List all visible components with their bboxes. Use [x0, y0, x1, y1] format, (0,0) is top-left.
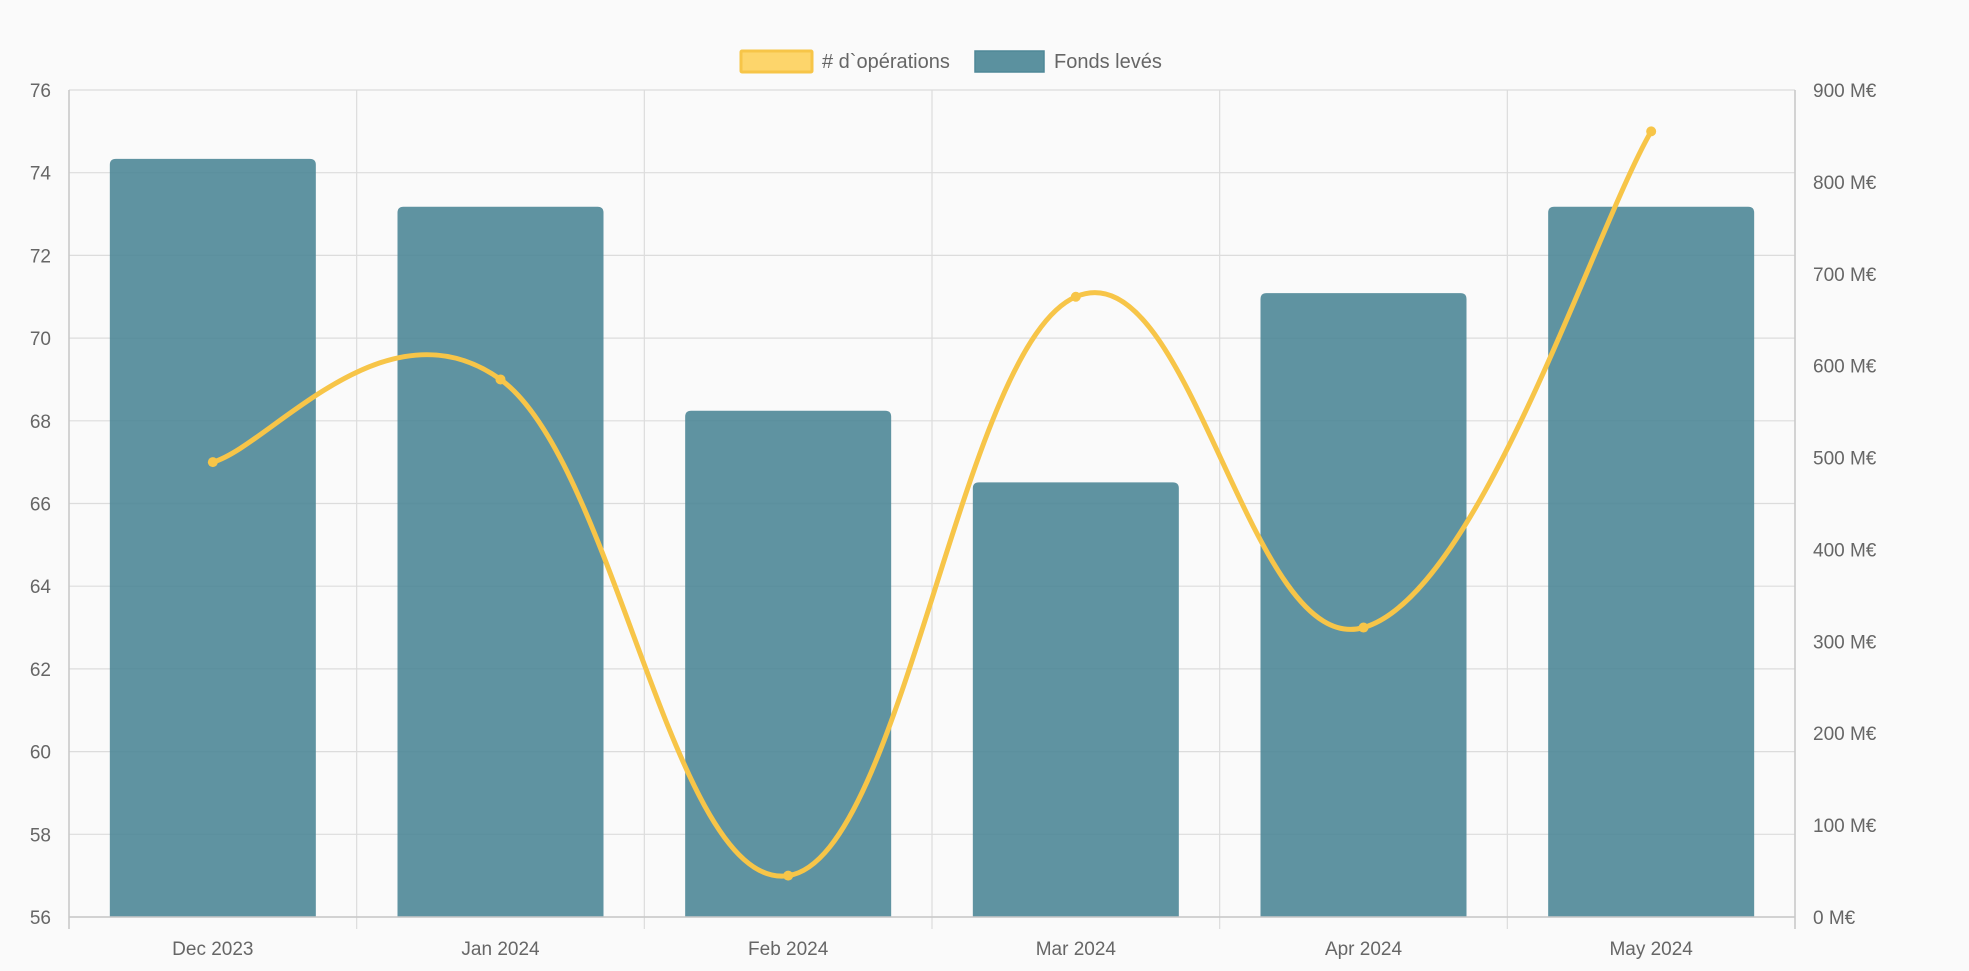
legend: # d`opérations Fonds levés	[739, 49, 1162, 74]
y-left-tick-label: 72	[30, 246, 51, 267]
y-right-tick-label: 0 M€	[1813, 908, 1856, 929]
point-operations[interactable]	[495, 374, 506, 385]
y-left-tick-label: 58	[30, 825, 51, 846]
bar-fonds-leves[interactable]	[109, 158, 316, 917]
y-left-tick-label: 66	[30, 495, 51, 516]
bar-fonds-leves[interactable]	[972, 482, 1179, 917]
y-right-tick-label: 400 M€	[1813, 540, 1877, 561]
x-tick-label: Mar 2024	[1036, 939, 1117, 960]
y-left-tick-label: 60	[30, 743, 51, 764]
y-left-tick-label: 74	[30, 164, 52, 185]
y-left-tick-label: 68	[30, 412, 51, 433]
point-operations[interactable]	[207, 457, 218, 468]
bar-fonds-leves[interactable]	[397, 206, 604, 918]
point-operations[interactable]	[1070, 291, 1081, 302]
bar-series	[109, 158, 1755, 918]
y-right-tick-label: 300 M€	[1813, 632, 1877, 653]
y-left-tick-label: 76	[30, 81, 51, 102]
y-right-tick-label: 100 M€	[1813, 816, 1877, 837]
axes: 56 58 60 62 64 66 68 70 72 74 76 0 M€ 100 M€ 200 M€ 30…	[30, 81, 1877, 960]
y-right-tick-label: 600 M€	[1813, 357, 1877, 378]
legend-label-operations[interactable]: # d`opérations	[822, 51, 950, 73]
bar-fonds-leves[interactable]	[685, 410, 892, 917]
x-tick-label: Dec 2023	[172, 939, 253, 960]
x-tick-label: Apr 2024	[1325, 939, 1403, 960]
x-tick-label: Feb 2024	[748, 939, 829, 960]
y-right-tick-label: 500 M€	[1813, 449, 1877, 470]
point-operations[interactable]	[1358, 622, 1369, 633]
y-left-tick-label: 64	[30, 577, 52, 598]
y-right-tick-label: 700 M€	[1813, 265, 1877, 286]
y-right-tick-label: 900 M€	[1813, 81, 1877, 102]
y-right-tick-label: 800 M€	[1813, 173, 1877, 194]
point-operations[interactable]	[1646, 126, 1657, 137]
legend-swatch-fonds[interactable]	[974, 50, 1045, 73]
legend-swatch-operations[interactable]	[739, 49, 814, 74]
x-tick-label: Jan 2024	[461, 939, 540, 960]
line-series	[207, 126, 1657, 881]
y-left-tick-label: 56	[30, 908, 51, 929]
x-tick-label: May 2024	[1609, 939, 1693, 960]
legend-label-fonds[interactable]: Fonds levés	[1054, 51, 1162, 73]
y-right-tick-label: 200 M€	[1813, 724, 1877, 745]
bar-fonds-leves[interactable]	[1548, 206, 1755, 918]
y-left-tick-label: 70	[30, 329, 51, 350]
y-left-tick-label: 62	[30, 660, 51, 681]
bar-fonds-leves[interactable]	[1260, 293, 1467, 917]
grid	[68, 89, 1796, 929]
point-operations[interactable]	[783, 870, 794, 881]
